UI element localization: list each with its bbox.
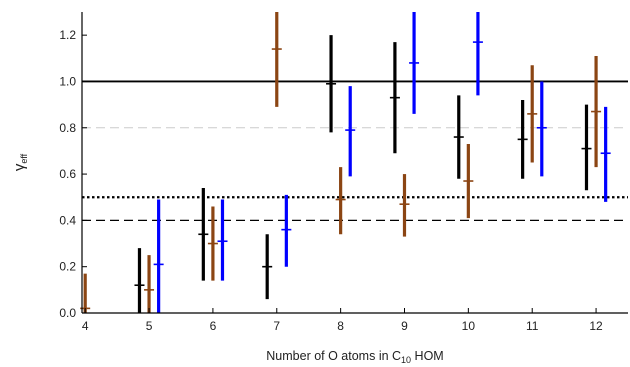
x-tick-label: 9 (401, 319, 408, 333)
x-axis-title: Number of O atoms in C10 HOM (266, 349, 443, 365)
axes (81, 12, 628, 314)
x-tick-label: 11 (526, 319, 539, 333)
y-tick-label: 1.0 (59, 74, 76, 88)
y-tick-label: 0.2 (59, 260, 76, 274)
y-tick-label: 0.8 (59, 121, 76, 135)
y-tick-label: 1.2 (59, 28, 76, 42)
y-tick-label: 0.6 (59, 167, 76, 181)
y-tick-label: 0.4 (59, 213, 76, 227)
x-tick-label: 8 (337, 319, 344, 333)
error-bar-series (80, 12, 611, 313)
tick-labels: 4 5 6 7 8 9 10 11 12 0.0 0.2 0.4 0.6 0.8 1.0 1.2 (59, 28, 603, 333)
x-tick-label: 12 (589, 319, 603, 333)
x-tick-label: 5 (146, 319, 153, 333)
x-tick-label: 7 (273, 319, 280, 333)
x-tick-label: 4 (82, 319, 89, 333)
x-tick-label: 6 (210, 319, 217, 333)
reference-lines (82, 80, 628, 222)
y-tick-label: 0.0 (59, 306, 76, 320)
y-axis-title: γeff (11, 153, 29, 171)
x-tick-label: 10 (462, 319, 476, 333)
